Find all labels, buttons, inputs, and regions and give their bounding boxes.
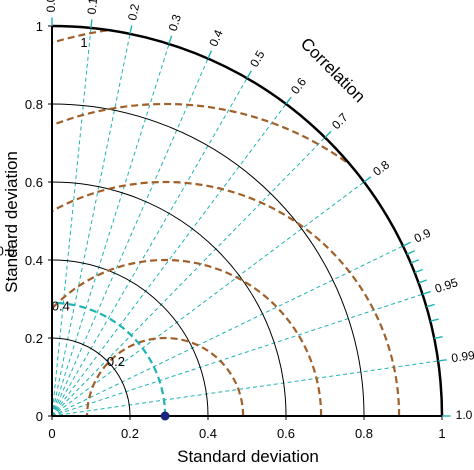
correlation-ray-0.8 (51, 181, 365, 417)
correlation-ray-0.4 (51, 58, 209, 417)
std-arcs (51, 103, 365, 417)
std-arc-0.6 (51, 181, 287, 417)
x-tick-label-0.2: 0.2 (121, 426, 139, 441)
std-arc-0.2 (51, 337, 131, 417)
correlation-tick-0.3 (168, 35, 173, 45)
correlation-ray-0.6 (51, 103, 287, 417)
correlation-label-0.9: 0.9 (412, 226, 433, 246)
x-tick-label-0: 0 (48, 426, 55, 441)
correlation-rays (51, 27, 439, 417)
rms-contour-0.2 (86, 336, 245, 416)
correlation-ray-0.7 (51, 137, 326, 417)
correlation-label-1.0: 1.0 (456, 408, 473, 422)
rms-contour-0.4 (52, 258, 323, 416)
correlation-label-0.2: 0.2 (125, 2, 142, 21)
x-tick-label-0.8: 0.8 (355, 426, 373, 441)
data-points (160, 411, 170, 421)
rms-label-0.2: 0.2 (107, 354, 125, 369)
correlation-tick-0.97 (430, 318, 439, 322)
correlation-label-0.4: 0.4 (206, 27, 226, 48)
correlation-tick-0.92 (410, 259, 419, 264)
correlation-tick-0.99 (438, 359, 447, 362)
correlation-tick-0.94 (418, 279, 427, 284)
y-tick-label-0.8: 0.8 (25, 97, 43, 112)
correlation-tick-0.8 (363, 176, 372, 183)
correlation-tick-0.4 (207, 50, 213, 59)
correlation-label-0.7: 0.7 (329, 110, 351, 132)
std-arc-0.4 (51, 259, 209, 417)
y-tick-label-0.2: 0.2 (25, 331, 43, 346)
x-tick-label-0.4: 0.4 (199, 426, 217, 441)
correlation-label-0.6: 0.6 (288, 75, 309, 97)
data-point-0 (160, 411, 170, 421)
y-tick-label-0.6: 0.6 (25, 175, 43, 190)
x-axis-label: Standard deviation (177, 447, 319, 466)
rms-contour-0.8 (52, 102, 442, 416)
rms-label-0.4: 0.4 (52, 299, 70, 314)
reference-std-arc (51, 301, 167, 417)
y-tick-label-0: 0 (36, 409, 43, 424)
x-tick-label-0.6: 0.6 (277, 426, 295, 441)
correlation-ray-0.1 (51, 27, 92, 417)
correlation-ray-0.99 (51, 360, 439, 417)
correlation-tick-0.1 (90, 19, 93, 29)
reference-arc-group (51, 301, 167, 417)
correlation-tick-0.91 (406, 250, 415, 255)
correlation-label-0.5: 0.5 (247, 48, 268, 70)
correlation-label-0.8: 0.8 (370, 157, 392, 178)
correlation-label-0.1: 0.1 (85, 0, 101, 15)
correlation-arc-label: Correlation (297, 34, 369, 106)
correlation-ray-0.5 (51, 78, 248, 417)
rms-contour-1 (52, 26, 442, 416)
rms-label-0.6: 0.6 (0, 244, 15, 259)
rms-contours: 0.2 0.4 0.6 0.8 1 (0, 26, 442, 416)
correlation-ray-0.2 (51, 33, 131, 417)
std-arc-0.8 (51, 103, 365, 417)
frame (51, 24, 444, 417)
correlation-ray-0.95 (51, 293, 423, 417)
correlation-label-0.0: 0.0 (44, 0, 58, 12)
rms-contour-0.6 (52, 180, 401, 416)
rms-label-1: 1 (80, 35, 87, 50)
y-axis-label: Standard deviation (2, 151, 21, 293)
y-tick-label-0.4: 0.4 (25, 253, 43, 268)
correlation-label-0.95: 0.95 (433, 275, 460, 296)
correlation-label-0.3: 0.3 (166, 12, 184, 32)
correlation-ray-0.3 (51, 43, 170, 417)
correlation-ray-0.9 (51, 245, 404, 417)
outer-arc (51, 24, 444, 417)
correlation-label-0.99: 0.99 (451, 348, 474, 365)
correlation-tick-0.93 (414, 268, 423, 274)
correlation-tick-0.5 (246, 70, 252, 79)
correlation-tick-0.7 (324, 130, 332, 138)
correlation-tick-0.95 (422, 290, 431, 295)
correlation-tick-0.2 (129, 25, 133, 35)
correlation-tick-0.6 (285, 96, 292, 105)
x-tick-label-1: 1 (438, 426, 445, 441)
rms-contour-lines (52, 26, 442, 416)
y-tick-label-1: 1 (36, 19, 43, 34)
correlation-tick-0.9 (402, 241, 412, 247)
correlation-tick-0.98 (434, 335, 443, 340)
correlation-tick-0.96 (426, 303, 435, 308)
